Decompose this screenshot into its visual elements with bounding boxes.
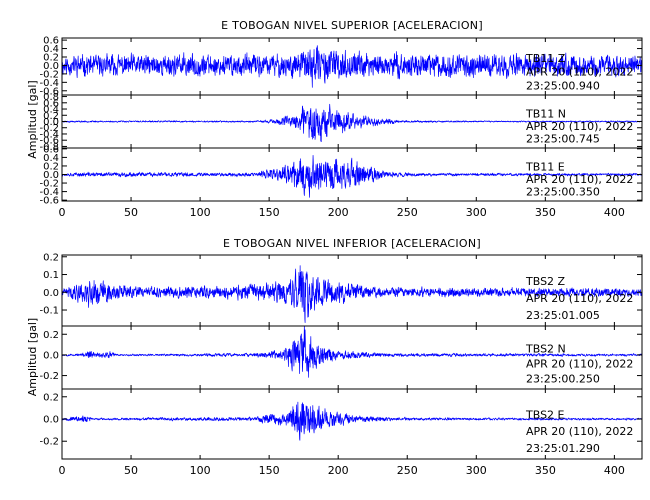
y-axis-label: Amplitud [gal] bbox=[26, 80, 39, 158]
y-tick-label: -0.2 bbox=[39, 179, 59, 190]
y-tick-label: -0.2 bbox=[39, 123, 59, 134]
y-tick-label: 0.2 bbox=[43, 53, 59, 64]
record-time: 23:25:01.290 bbox=[526, 442, 600, 455]
chart-group-1: E TOBOGAN NIVEL SUPERIOR [ACELERACION] Am… bbox=[26, 19, 643, 219]
y-tick-label: 0.6 bbox=[43, 36, 59, 47]
x-tick-label: 100 bbox=[190, 464, 211, 477]
chart-title: E TOBOGAN NIVEL SUPERIOR [ACELERACION] bbox=[221, 19, 483, 32]
y-tick-label: 0.4 bbox=[43, 44, 59, 55]
y-tick-label: 0.4 bbox=[43, 153, 59, 164]
y-tick-label: -0.4 bbox=[39, 187, 59, 198]
record-date: APR 20 (110), 2022 bbox=[526, 425, 633, 438]
x-tick-label: 250 bbox=[397, 464, 418, 477]
x-tick-label: 200 bbox=[328, 206, 349, 219]
y-tick-label: 0.2 bbox=[43, 252, 59, 263]
record-date: APR 20 (110), 2022 bbox=[526, 66, 633, 79]
y-tick-label: 0.0 bbox=[43, 117, 59, 128]
trace-panel-2-3: -0.2 0.0 0.2 TBS2 E APR 20 (110), 2022 23:25:… bbox=[39, 388, 643, 460]
panel-frame bbox=[61, 388, 643, 460]
record-date: APR 20 (110), 2022 bbox=[526, 120, 633, 133]
y-tick-label: 0.2 bbox=[43, 161, 59, 172]
waveform-trace bbox=[62, 326, 642, 378]
chart-title: E TOBOGAN NIVEL INFERIOR [ACELERACION] bbox=[223, 237, 481, 250]
record-date: APR 20 (110), 2022 bbox=[526, 292, 633, 305]
record-time: 23:25:00.350 bbox=[526, 186, 600, 199]
x-tick-label: 50 bbox=[124, 464, 138, 477]
y-tick-label: -0.6 bbox=[39, 196, 59, 207]
y-tick-label: -0.6 bbox=[39, 136, 59, 147]
x-tick-label: 150 bbox=[259, 464, 280, 477]
station-label: TB11 N bbox=[525, 107, 566, 120]
x-tick-label: 100 bbox=[190, 206, 211, 219]
x-tick-label: 350 bbox=[535, 464, 556, 477]
y-tick-label: 0.1 bbox=[43, 270, 59, 281]
station-label: TBS2 E bbox=[525, 408, 565, 421]
y-tick-label: 0.0 bbox=[43, 170, 59, 181]
waveform-trace bbox=[62, 265, 642, 323]
station-label: TBS2 N bbox=[525, 342, 566, 355]
y-tick-label: -0.2 bbox=[39, 69, 59, 80]
x-tick-label: 300 bbox=[466, 464, 487, 477]
x-tick-label: 0 bbox=[59, 464, 66, 477]
x-tick-label: 50 bbox=[124, 206, 138, 219]
record-time: 23:25:00.940 bbox=[526, 79, 600, 92]
station-label: TBS2 Z bbox=[525, 275, 566, 288]
chart-group-2: E TOBOGAN NIVEL INFERIOR [ACELERACION] Am… bbox=[26, 237, 643, 477]
y-tick-label: -0.4 bbox=[39, 78, 59, 89]
y-tick-label: -0.8 bbox=[39, 142, 59, 153]
x-tick-label: 300 bbox=[466, 206, 487, 219]
record-time: 23:25:00.250 bbox=[526, 373, 600, 386]
waveform-trace bbox=[62, 401, 642, 441]
trace-panel-2-2: -0.2 0.0 0.2 TBS2 N APR 20 (110), 2022 23:25:… bbox=[39, 325, 643, 390]
y-tick-label: -0.2 bbox=[39, 371, 59, 382]
x-tick-label: 200 bbox=[328, 464, 349, 477]
y-tick-label: 0.8 bbox=[43, 92, 59, 103]
y-tick-label: 0.0 bbox=[43, 350, 59, 361]
y-tick-label: 0.0 bbox=[43, 288, 59, 299]
record-date: APR 20 (110), 2022 bbox=[526, 358, 633, 371]
station-label: TB11 Z bbox=[525, 52, 566, 65]
y-tick-label: 0.2 bbox=[43, 330, 59, 341]
y-tick-label: 0.2 bbox=[43, 392, 59, 403]
y-tick-label: -0.2 bbox=[39, 437, 59, 448]
y-tick-label: -0.1 bbox=[39, 306, 59, 317]
y-tick-label: 0.2 bbox=[43, 111, 59, 122]
y-tick-label: 0.4 bbox=[43, 105, 59, 116]
waveform-trace bbox=[62, 103, 642, 143]
record-time: 23:25:00.745 bbox=[526, 133, 600, 146]
x-tick-label: 250 bbox=[397, 206, 418, 219]
y-tick-label: 0.6 bbox=[43, 144, 59, 155]
waveform-trace bbox=[62, 45, 642, 88]
waveform-trace bbox=[62, 155, 642, 198]
y-axis-label: Amplitud [gal] bbox=[26, 318, 39, 396]
x-tick-label: 150 bbox=[259, 206, 280, 219]
record-time: 23:25:01.005 bbox=[526, 309, 600, 322]
x-tick-label: 0 bbox=[59, 206, 66, 219]
y-tick-label: 0.0 bbox=[43, 61, 59, 72]
y-tick-label: -0.6 bbox=[39, 86, 59, 97]
record-date: APR 20 (110), 2022 bbox=[526, 173, 633, 186]
x-tick-label: 400 bbox=[604, 206, 625, 219]
x-tick-label: 350 bbox=[535, 206, 556, 219]
trace-panel-2-1: -0.1 0.0 0.1 0.2 TBS2 Z APR 20 (110), 2022 23:… bbox=[39, 252, 643, 327]
y-tick-label: 0.6 bbox=[43, 98, 59, 109]
y-tick-label: 0.0 bbox=[43, 415, 59, 426]
x-tick-label: 400 bbox=[604, 464, 625, 477]
y-tick-label: -0.4 bbox=[39, 129, 59, 140]
station-label: TB11 E bbox=[525, 160, 565, 173]
